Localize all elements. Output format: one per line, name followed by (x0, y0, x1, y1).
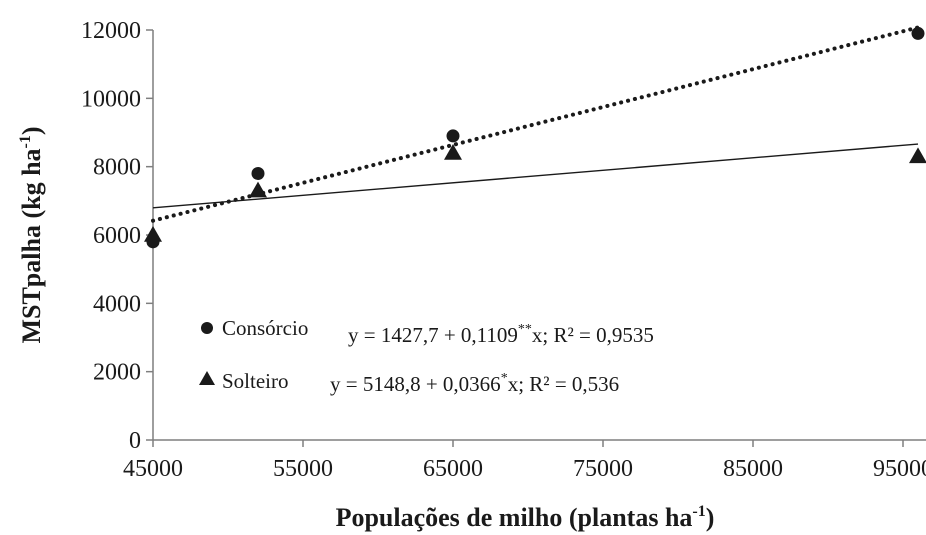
point-solteiro (249, 181, 267, 198)
legend-circle-marker (201, 322, 213, 334)
equation-consorcio-sup: ** (518, 322, 532, 337)
x-axis-title: Populações de milho (plantas ha-1) (336, 503, 715, 532)
x-axis-title-sup: -1 (692, 503, 705, 520)
trend-lines (151, 25, 920, 223)
y-tick-label: 12000 (81, 18, 141, 44)
y-tick-label: 10000 (81, 86, 141, 112)
equation-solteiro-sup: * (501, 371, 508, 386)
point-solteiro (444, 144, 462, 160)
y-tick-label: 2000 (93, 360, 141, 386)
equation-consorcio-a: y = 1427,7 + 0,1109 (348, 323, 518, 347)
equation-solteiro: y = 5148,8 + 0,0366*x; R² = 0,536 (330, 371, 619, 396)
legend-label-solteiro: Solteiro (222, 369, 289, 393)
point-consorcio (911, 26, 925, 40)
y-axis-title-sup: -1 (17, 135, 34, 148)
x-tick-label: 55000 (273, 456, 333, 482)
point-solteiro (909, 147, 926, 164)
legend: Consórcio Solteiro (199, 316, 308, 393)
x-tick-label: 65000 (423, 456, 483, 482)
y-axis-title-end: ) (17, 126, 46, 135)
data-points (144, 26, 926, 249)
x-tick-label: 85000 (723, 456, 783, 482)
equation-solteiro-a: y = 5148,8 + 0,0366 (330, 372, 501, 396)
y-tick-label: 0 (129, 428, 141, 454)
x-tick-label: 75000 (573, 456, 633, 482)
equation-consorcio-b: x; R² = 0,9535 (532, 323, 654, 347)
x-axis-title-end: ) (706, 503, 715, 532)
point-consorcio (251, 167, 265, 180)
y-axis-title-main: MSTpalha (kg ha (17, 148, 46, 343)
trend-line-consorcio (151, 25, 920, 223)
equation-solteiro-b: x; R² = 0,536 (508, 372, 619, 396)
point-solteiro (144, 226, 162, 242)
legend-label-consorcio: Consórcio (222, 316, 308, 340)
y-axis-title: MSTpalha (kg ha-1) (17, 126, 46, 343)
point-consorcio (446, 129, 460, 143)
y-tick-label: 8000 (93, 155, 141, 181)
x-axis-title-main: Populações de milho (plantas ha (336, 503, 693, 532)
y-tick-label: 6000 (93, 223, 141, 249)
y-tick-label: 4000 (93, 291, 141, 317)
legend-triangle-marker (199, 371, 215, 385)
equation-consorcio: y = 1427,7 + 0,1109**x; R² = 0,9535 (348, 322, 654, 347)
x-tick-label: 45000 (123, 456, 183, 482)
trend-line-solteiro (152, 143, 919, 209)
